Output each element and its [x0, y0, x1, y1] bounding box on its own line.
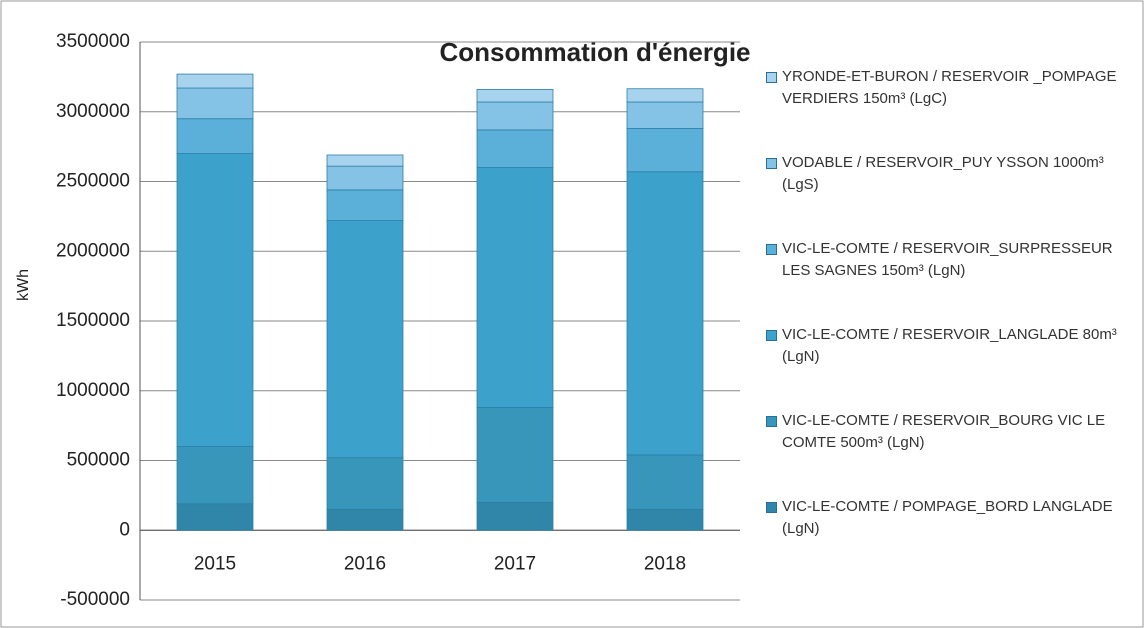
bar-segment [326, 154, 404, 167]
legend-item: VODABLE / RESERVOIR_PUY YSSON 1000m³ (Lg… [766, 152, 1126, 196]
legend-label: VIC-LE-COMTE / RESERVOIR_LANGLADE 80m³ (… [782, 326, 1117, 365]
y-tick-label: 2000000 [56, 240, 130, 261]
chart-title: Consommation d'énergie [440, 37, 751, 67]
bar-segment [626, 508, 704, 531]
y-tick-label: 2500000 [56, 171, 130, 192]
legend-label: VIC-LE-COMTE / RESERVOIR_BOURG VIC LE CO… [782, 412, 1106, 451]
y-tick-label: 0 [119, 519, 130, 540]
y-tick-label: -500000 [60, 589, 130, 610]
bar-segment [176, 153, 254, 447]
bar-segment [176, 446, 254, 505]
bar-segment [176, 87, 254, 120]
bar-segment [626, 128, 704, 173]
legend-swatch [766, 330, 777, 341]
legend-swatch [766, 158, 777, 169]
bar-segment [476, 89, 554, 103]
bar-segment [476, 407, 554, 503]
legend-label: VODABLE / RESERVOIR_PUY YSSON 1000m³ (Lg… [782, 154, 1104, 193]
bar-segment [476, 501, 554, 531]
x-tick-label: 2018 [644, 553, 686, 574]
bar-segment [326, 165, 404, 191]
legend-label: VIC-LE-COMTE / POMPAGE_BORD LANGLADE (Lg… [782, 498, 1113, 537]
bar-segment [326, 189, 404, 221]
bar-segment [476, 167, 554, 408]
legend-label: VIC-LE-COMTE / RESERVOIR_SURPRESSEUR LES… [782, 240, 1113, 279]
y-axis-label: kWh [15, 269, 32, 301]
bar-segment [626, 454, 704, 510]
y-tick-label: 3500000 [56, 31, 130, 52]
legend-swatch [766, 244, 777, 255]
bar-segment [176, 118, 254, 154]
y-tick-label: 1000000 [56, 380, 130, 401]
bar-segment [326, 220, 404, 459]
y-tick-label: 500000 [67, 450, 130, 471]
x-tick-label: 2017 [494, 553, 536, 574]
legend-item: VIC-LE-COMTE / RESERVOIR_SURPRESSEUR LES… [766, 238, 1126, 282]
legend-item: VIC-LE-COMTE / POMPAGE_BORD LANGLADE (Lg… [766, 496, 1126, 540]
bar-segment [176, 503, 254, 531]
legend-swatch [766, 72, 777, 83]
y-tick-label: 3000000 [56, 101, 130, 122]
legend-swatch [766, 416, 777, 427]
legend-item: VIC-LE-COMTE / RESERVOIR_BOURG VIC LE CO… [766, 410, 1126, 454]
x-tick-label: 2015 [194, 553, 236, 574]
bar-segment [626, 171, 704, 456]
bar-segment [326, 508, 404, 531]
bar-segment [326, 457, 404, 510]
legend-item: YRONDE-ET-BURON / RESERVOIR _POMPAGE VER… [766, 66, 1126, 110]
bar-segment [476, 101, 554, 131]
bar-segment [626, 101, 704, 129]
bar-segment [626, 88, 704, 103]
legend-swatch [766, 502, 777, 513]
legend-label: YRONDE-ET-BURON / RESERVOIR _POMPAGE VER… [782, 68, 1117, 107]
bar-segment [476, 129, 554, 168]
bar-segment [176, 73, 254, 89]
legend-item: VIC-LE-COMTE / RESERVOIR_LANGLADE 80m³ (… [766, 324, 1126, 368]
x-tick-label: 2016 [344, 553, 386, 574]
y-tick-label: 1500000 [56, 310, 130, 331]
